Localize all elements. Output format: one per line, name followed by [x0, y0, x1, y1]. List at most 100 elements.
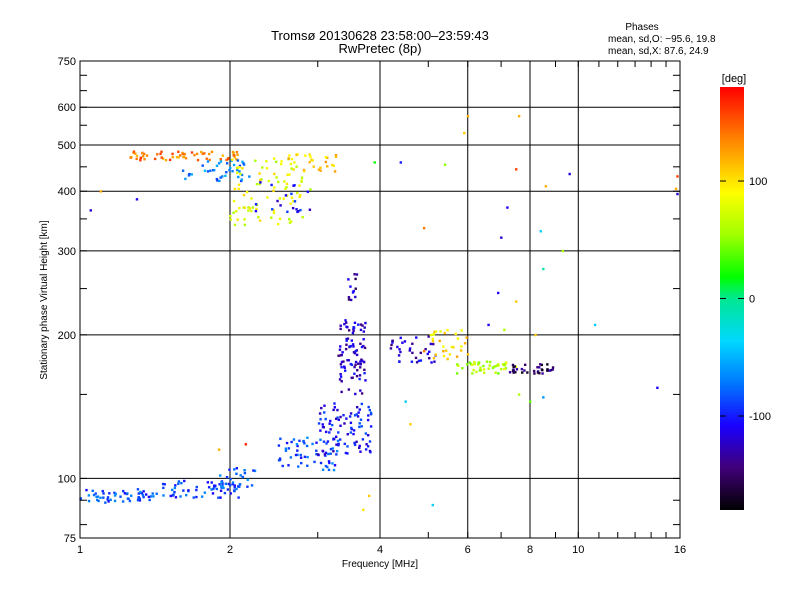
data-point — [551, 366, 555, 369]
data-point — [323, 411, 326, 414]
data-point — [515, 168, 518, 171]
data-point — [363, 326, 366, 329]
data-point — [338, 438, 342, 441]
data-point — [196, 158, 200, 162]
data-point — [177, 156, 180, 159]
data-point — [279, 162, 283, 166]
data-point — [476, 363, 480, 366]
data-point — [359, 366, 362, 369]
data-point — [361, 359, 364, 362]
data-point — [353, 273, 356, 276]
data-point — [347, 298, 351, 301]
data-point — [311, 442, 314, 446]
data-point — [174, 496, 178, 499]
data-point — [106, 498, 109, 501]
data-point — [259, 179, 262, 182]
data-point — [171, 155, 174, 159]
data-point — [190, 151, 194, 154]
data-point — [352, 429, 356, 432]
data-point — [359, 418, 363, 421]
data-point — [183, 152, 187, 156]
data-point — [231, 482, 234, 486]
data-point — [326, 465, 329, 469]
data-point — [312, 165, 315, 168]
data-point — [217, 162, 221, 165]
data-point — [352, 345, 355, 348]
data-point — [352, 351, 356, 354]
data-point — [284, 449, 288, 452]
data-point — [208, 158, 211, 162]
data-point — [321, 449, 324, 453]
data-point — [286, 210, 289, 213]
data-point — [340, 380, 343, 383]
data-point — [419, 351, 422, 355]
data-point — [424, 347, 427, 351]
data-point — [232, 199, 236, 203]
data-point — [324, 430, 328, 434]
data-point — [468, 361, 472, 364]
data-point — [369, 412, 373, 416]
data-point — [184, 177, 187, 181]
data-point — [277, 180, 280, 184]
data-point — [245, 190, 249, 194]
data-point — [319, 461, 323, 465]
data-point — [270, 216, 273, 219]
data-point — [195, 495, 198, 499]
data-point — [188, 172, 191, 176]
data-point — [354, 349, 357, 353]
data-point — [149, 495, 153, 498]
data-point — [339, 363, 343, 366]
data-point — [428, 350, 431, 353]
data-point — [342, 360, 345, 363]
data-point — [538, 366, 541, 369]
data-point — [358, 377, 361, 381]
data-point — [349, 431, 353, 434]
data-point — [231, 150, 235, 154]
data-point — [270, 183, 273, 187]
data-point — [463, 131, 466, 135]
data-point — [182, 152, 185, 156]
data-point — [233, 486, 236, 489]
data-point — [321, 468, 325, 471]
data-point — [319, 429, 322, 432]
data-point — [237, 187, 240, 191]
data-point — [478, 369, 482, 372]
data-point — [345, 339, 348, 342]
data-point — [272, 211, 276, 215]
data-point — [333, 406, 337, 409]
data-point — [113, 491, 116, 495]
data-point — [168, 158, 172, 162]
data-point — [335, 453, 338, 456]
data-point — [250, 209, 253, 213]
data-point — [289, 220, 293, 223]
data-point — [336, 439, 340, 443]
chart-subtitle: RwPretec (8p) — [338, 41, 421, 56]
data-point — [319, 418, 322, 421]
data-point — [173, 486, 177, 490]
data-point — [144, 493, 148, 496]
data-point — [228, 168, 231, 172]
data-point — [351, 331, 355, 335]
data-point — [339, 345, 342, 348]
data-point — [267, 179, 270, 183]
data-point — [415, 361, 419, 364]
data-point — [532, 369, 536, 373]
data-point — [195, 485, 198, 489]
data-point — [548, 369, 551, 372]
data-point — [217, 448, 221, 451]
data-point — [218, 483, 221, 486]
x-tick-label: 6 — [465, 544, 471, 556]
data-point — [152, 495, 155, 498]
data-point — [324, 160, 328, 164]
data-point — [346, 359, 349, 362]
data-point — [241, 167, 244, 170]
data-point — [254, 159, 257, 162]
data-point — [368, 440, 372, 443]
data-point — [364, 321, 367, 325]
data-point — [351, 343, 355, 346]
data-point — [431, 337, 434, 341]
data-point — [465, 336, 468, 339]
data-point — [235, 210, 238, 213]
data-point — [283, 180, 286, 183]
data-point — [411, 342, 414, 345]
